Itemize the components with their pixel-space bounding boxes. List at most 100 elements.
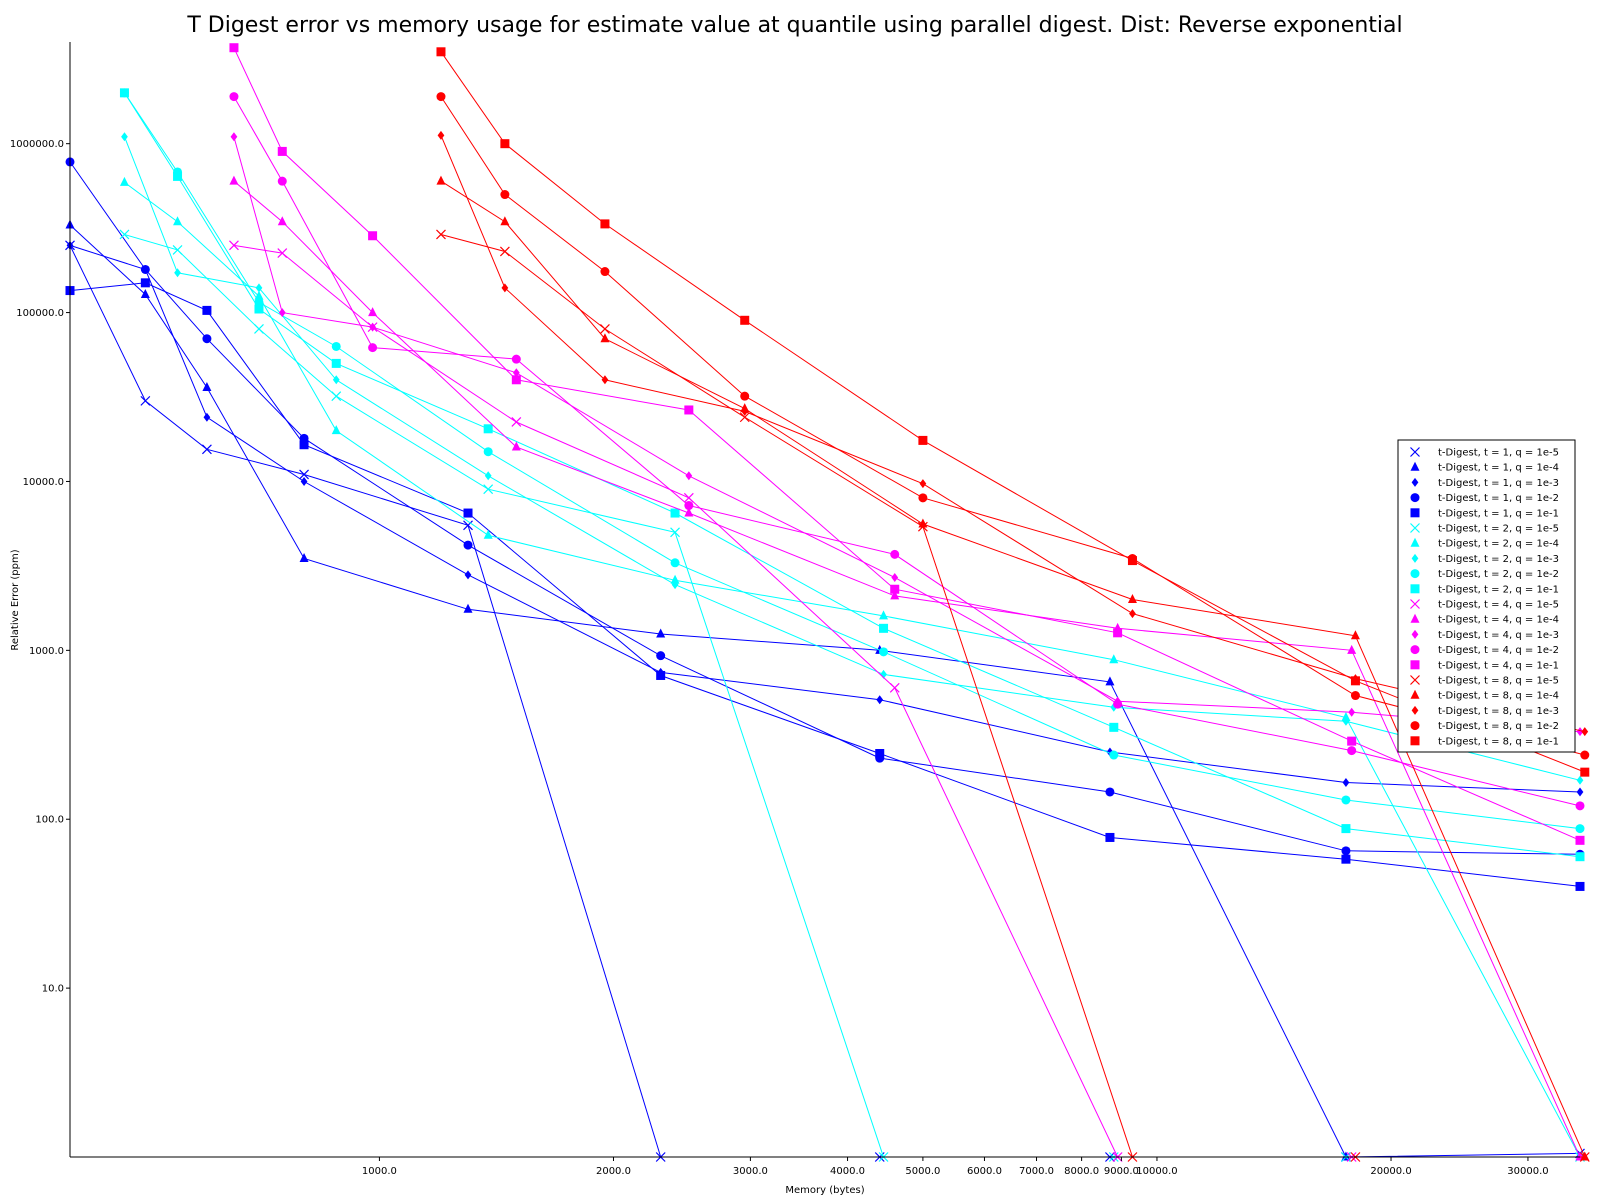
data-point — [891, 572, 899, 582]
legend-entry: t-Digest, t = 2, q = 1e-3 — [1411, 553, 1559, 565]
legend-label: t-Digest, t = 8, q = 1e-5 — [1438, 676, 1559, 687]
legend-marker — [1411, 553, 1419, 563]
legend-label: t-Digest, t = 4, q = 1e-1 — [1438, 660, 1559, 671]
data-point — [876, 695, 884, 705]
data-point — [437, 130, 445, 140]
data-point — [277, 146, 287, 156]
series-line — [233, 136, 1581, 733]
series-line — [233, 244, 1352, 1158]
legend-label: t-Digest, t = 4, q = 1e-5 — [1438, 600, 1559, 611]
legend-marker — [1410, 689, 1420, 699]
series-9 — [119, 88, 1585, 834]
data-point — [739, 412, 750, 423]
legend-entry: t-Digest, t = 1, q = 1e-5 — [1410, 447, 1559, 459]
data-point — [331, 425, 341, 435]
data-point — [1347, 746, 1357, 756]
legend-entry: t-Digest, t = 8, q = 1e-5 — [1410, 675, 1559, 687]
series-8 — [121, 132, 1584, 785]
data-point — [1580, 767, 1590, 777]
data-point — [879, 647, 889, 657]
data-point — [174, 268, 181, 278]
legend-label: t-Digest, t = 8, q = 1e-2 — [1438, 721, 1559, 732]
data-point — [875, 749, 885, 759]
data-point — [140, 264, 150, 274]
legend-label: t-Digest, t = 2, q = 1e-3 — [1438, 554, 1559, 565]
data-point — [1109, 722, 1119, 732]
legend-entry: t-Digest, t = 1, q = 1e-4 — [1410, 461, 1559, 474]
legend-entry: t-Digest, t = 4, q = 1e-4 — [1410, 613, 1559, 626]
legend-label: t-Digest, t = 1, q = 1e-4 — [1438, 463, 1559, 474]
x-tick-label: 5000.0 — [905, 1166, 940, 1177]
legend-entry: t-Digest, t = 4, q = 1e-1 — [1410, 660, 1559, 671]
data-point — [1341, 824, 1351, 834]
data-point — [277, 216, 287, 226]
series-line — [440, 180, 1586, 1158]
legend-label: t-Digest, t = 1, q = 1e-2 — [1438, 493, 1559, 504]
data-point — [656, 670, 666, 680]
series-line — [124, 234, 1580, 1158]
x-tick-label: 8000.0 — [1064, 1166, 1099, 1177]
data-point — [202, 305, 212, 315]
legend-entry: t-Digest, t = 8, q = 1e-4 — [1410, 689, 1559, 702]
x-tick-label: 30000.0 — [1507, 1166, 1548, 1177]
data-point — [331, 391, 342, 402]
series-5 — [65, 278, 1585, 891]
y-tick-label: 1000000.0 — [10, 139, 64, 150]
legend-marker — [1410, 523, 1420, 533]
data-point — [890, 549, 900, 559]
data-point — [1348, 707, 1356, 717]
y-tick-label: 100000.0 — [16, 308, 64, 319]
legend-marker — [1411, 629, 1419, 639]
data-point — [684, 507, 694, 517]
data-point — [203, 412, 211, 422]
data-point — [880, 669, 887, 679]
data-point — [670, 558, 680, 568]
data-point — [918, 435, 928, 445]
series-line — [69, 161, 1581, 855]
legend-label: t-Digest, t = 8, q = 1e-1 — [1438, 736, 1559, 747]
data-point — [436, 229, 446, 240]
data-point — [600, 333, 610, 343]
data-point — [741, 406, 749, 416]
series-19 — [436, 92, 1590, 760]
legend-entry: t-Digest, t = 1, q = 1e-2 — [1410, 493, 1559, 504]
data-point — [277, 248, 288, 259]
data-point — [369, 322, 376, 332]
data-point — [229, 175, 239, 185]
data-point — [173, 216, 183, 226]
data-point — [511, 354, 521, 364]
data-point — [499, 246, 510, 257]
legend-marker — [1411, 705, 1419, 715]
x-tick-label: 3000.0 — [733, 1166, 768, 1177]
data-point — [684, 405, 694, 415]
data-point — [121, 132, 128, 142]
data-point — [464, 570, 472, 580]
series-12 — [229, 175, 1585, 1161]
data-point — [1105, 787, 1115, 797]
data-point — [1575, 852, 1585, 862]
data-point — [1342, 716, 1350, 726]
legend-entry: t-Digest, t = 8, q = 1e-3 — [1411, 705, 1559, 717]
data-point — [1580, 750, 1590, 760]
data-point — [501, 283, 509, 293]
data-point — [1341, 712, 1351, 722]
data-point — [255, 283, 263, 293]
data-point — [1350, 691, 1360, 701]
data-point — [483, 424, 493, 434]
data-point — [1350, 630, 1360, 640]
data-point — [670, 527, 680, 538]
data-point — [1347, 644, 1357, 654]
legend-label: t-Digest, t = 1, q = 1e-5 — [1438, 448, 1559, 459]
legend-marker — [1410, 613, 1420, 623]
legend-marker — [1410, 493, 1420, 503]
data-point — [1109, 654, 1119, 664]
series-2 — [65, 219, 1585, 1161]
data-point — [299, 469, 309, 480]
series-14 — [229, 92, 1585, 811]
data-point — [890, 584, 900, 594]
data-point — [918, 493, 928, 503]
legend-entry: t-Digest, t = 8, q = 1e-2 — [1410, 721, 1559, 732]
data-point — [299, 440, 309, 450]
series-line — [440, 135, 1585, 733]
data-point — [1575, 881, 1585, 891]
